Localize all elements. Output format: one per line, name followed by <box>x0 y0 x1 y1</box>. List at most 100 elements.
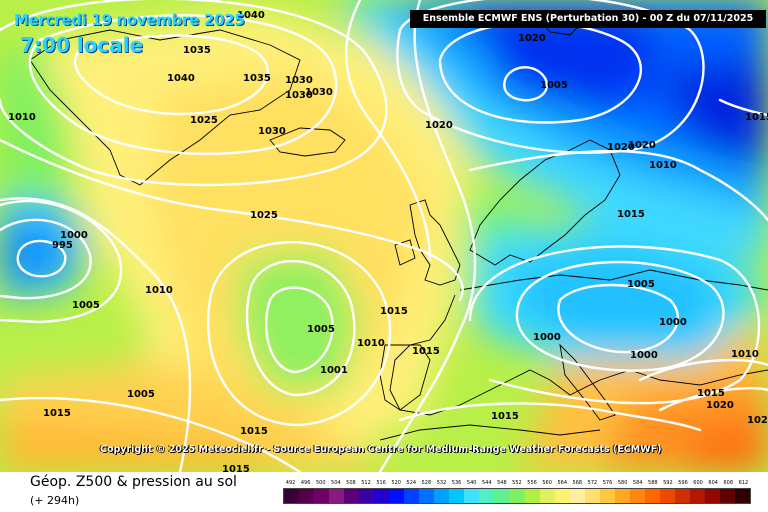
isobar-label: 1030 <box>258 126 286 137</box>
legend-label: 596 <box>678 480 688 486</box>
legend-swatch <box>299 489 315 503</box>
legend-label: 516 <box>376 480 386 486</box>
isobar-label: 1015 <box>745 112 768 123</box>
isobar-label: 1000 <box>659 317 687 328</box>
isobar-label: 1001 <box>320 365 348 376</box>
isobar-label: 995 <box>52 240 73 251</box>
legend-swatch <box>659 489 675 503</box>
legend-swatch <box>449 489 465 503</box>
isobar-label: 1000 <box>533 332 561 343</box>
legend-swatch <box>614 489 630 503</box>
isobar-label: 1005 <box>127 389 155 400</box>
legend-swatch <box>464 489 480 503</box>
legend-label: 560 <box>542 480 552 486</box>
legend-label: 592 <box>663 480 673 486</box>
isobar-label: 1005 <box>72 300 100 311</box>
forecast-time: 7:00 locale <box>20 33 144 57</box>
isobar-label: 1020 <box>628 140 656 151</box>
isobar-label: 1015 <box>697 388 725 399</box>
legend-swatch <box>719 489 735 503</box>
legend-swatch <box>329 489 345 503</box>
legend-swatch <box>674 489 690 503</box>
isobar-label: 1035 <box>183 45 211 56</box>
legend-label: 532 <box>436 480 447 486</box>
legend-swatch <box>314 489 330 503</box>
isobar-label: 1005 <box>627 279 655 290</box>
isobar-label: 1040 <box>237 10 265 21</box>
isobar-label: 1030 <box>305 87 333 98</box>
legend-swatch <box>629 489 645 503</box>
legend-swatch <box>344 489 360 503</box>
isobar-label: 1035 <box>243 73 271 84</box>
legend-label: 556 <box>527 480 537 486</box>
legend-swatch <box>359 489 375 503</box>
isobar-label: 1020 <box>518 33 546 44</box>
isobar-label: 1015 <box>380 306 408 317</box>
legend-swatch <box>569 489 585 503</box>
isobar-label: 1030 <box>285 90 313 101</box>
isobar-label: 1015 <box>617 209 645 220</box>
legend-label: 568 <box>572 480 583 486</box>
isobar-label: 1005 <box>307 324 335 335</box>
legend-label: 608 <box>723 480 734 486</box>
legend-swatch <box>734 489 750 503</box>
isobar-label: 1010 <box>145 285 173 296</box>
forecast-date: Mercredi 19 novembre 2025 <box>14 11 245 29</box>
legend-swatch <box>539 489 555 503</box>
coastlines <box>29 14 768 441</box>
legend-swatch <box>554 489 570 503</box>
legend-label: 564 <box>557 480 567 486</box>
copyright-notice: Copyright © 2025 Meteociel.fr - Source E… <box>100 444 662 455</box>
legend-swatch <box>524 489 540 503</box>
legend-label: 492 <box>285 480 296 486</box>
isobar-label: 1025 <box>190 115 218 126</box>
isobar-label: 1040 <box>167 73 195 84</box>
isobar-label: 1015 <box>43 408 71 419</box>
run-info-banner: Ensemble ECMWF ENS (Perturbation 30) - 0… <box>410 10 766 28</box>
legend-label: 528 <box>421 480 432 486</box>
isobar-label: 1010 <box>357 338 385 349</box>
legend-label: 588 <box>648 480 658 486</box>
legend-swatch <box>689 489 705 503</box>
legend-swatch <box>509 489 525 503</box>
legend-swatch <box>584 489 600 503</box>
isobar-label: 1010 <box>8 112 36 123</box>
legend-swatch <box>434 489 450 503</box>
legend-label: 524 <box>406 480 417 486</box>
legend-swatch <box>704 489 720 503</box>
legend-label: 508 <box>346 480 356 486</box>
legend-label: 572 <box>587 480 598 486</box>
isobar-label: 1000 <box>630 350 658 361</box>
legend-swatch <box>404 489 420 503</box>
legend-label: 612 <box>738 480 749 486</box>
legend-swatches <box>283 488 751 504</box>
legend-label: 512 <box>361 480 371 486</box>
legend-label: 580 <box>617 480 628 486</box>
legend-labels: 492 496 500 504 508 512 516 520 524 528 532 536 540 5… <box>283 478 751 488</box>
isobar-label: 1000 <box>60 230 88 241</box>
legend-label: 536 <box>451 480 462 486</box>
isobar-label: 1005 <box>540 80 568 91</box>
legend-label: 520 <box>391 480 401 486</box>
isobar-label: 1015 <box>240 426 268 437</box>
legend-label: 548 <box>497 480 507 486</box>
isobar-label: 1020 <box>425 120 453 131</box>
legend-label: 584 <box>632 480 643 486</box>
isobar-label: 1010 <box>649 160 677 171</box>
isobar-label: 1020 <box>607 142 635 153</box>
parameter-title: Géop. Z500 & pression au sol <box>30 474 237 490</box>
legend-swatch <box>599 489 615 503</box>
legend-label: 500 <box>315 480 326 486</box>
legend-swatch <box>494 489 510 503</box>
lead-time: (+ 294h) <box>30 494 80 507</box>
legend-label: 600 <box>693 480 703 486</box>
legend-label: 540 <box>466 480 477 486</box>
legend-label: 576 <box>602 480 613 486</box>
isobar-label: 1015 <box>412 346 440 357</box>
legend-label: 552 <box>512 480 522 486</box>
legend-swatch <box>644 489 660 503</box>
legend-swatch <box>479 489 495 503</box>
isobar-label: 1030 <box>285 75 313 86</box>
